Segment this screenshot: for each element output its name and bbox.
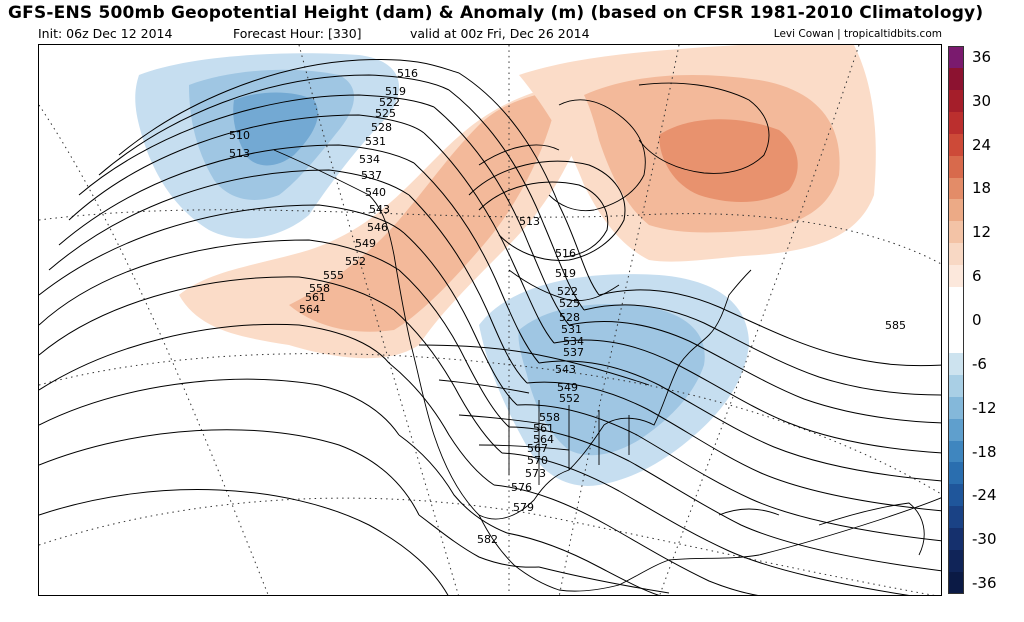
colorbar-label: 30	[972, 91, 992, 110]
colorbar-swatch	[948, 550, 964, 573]
contour-label: 582	[477, 533, 498, 546]
contour-label: 543	[555, 363, 576, 376]
contour-label: 552	[559, 392, 580, 405]
contour-label: 537	[563, 346, 584, 359]
credit-text: Levi Cowan | tropicaltidbits.com	[773, 28, 942, 40]
contour-label: 513	[519, 215, 540, 228]
contour-label: 552	[345, 255, 366, 268]
coastlines	[273, 82, 941, 592]
anomaly-colorbar: 36 30 24 18 12 6 0 -6 -12 -18 -24 -30 -36	[948, 46, 1024, 595]
init-time: Init: 06z Dec 12 2014	[38, 26, 173, 41]
subtitle-line: Init: 06z Dec 12 2014 Forecast Hour: [33…	[38, 26, 942, 42]
contour-label: 585	[885, 319, 906, 332]
colorbar-swatch	[948, 67, 964, 91]
colorbar-label: 0	[972, 311, 982, 329]
colorbar-swatch	[948, 46, 964, 69]
contour-label: 531	[365, 135, 386, 148]
colorbar-swatch	[948, 330, 964, 354]
weather-map: 510 513 516 519 522 525 528 531 534 537 …	[38, 44, 942, 596]
contour-label: 516	[555, 247, 576, 260]
contour-label: 528	[559, 311, 580, 324]
valid-time: valid at 00z Fri, Dec 26 2014	[410, 26, 590, 41]
contour-label: 525	[559, 297, 580, 310]
contour-label: 522	[379, 96, 400, 109]
contour-label: 540	[365, 186, 386, 199]
colorbar-label: -18	[972, 442, 997, 461]
colorbar-swatch	[948, 265, 964, 288]
forecast-hour: Forecast Hour: [330]	[233, 26, 362, 41]
contour-label: 579	[513, 501, 534, 514]
colorbar-swatch	[948, 528, 964, 551]
map-title: GFS-ENS 500mb Geopotential Height (dam) …	[8, 3, 984, 23]
contour-label: 564	[299, 303, 320, 316]
colorbar-label: 18	[972, 179, 992, 198]
contour-label: 576	[511, 481, 532, 494]
contour-label: 534	[359, 153, 380, 166]
colorbar-swatch	[948, 396, 964, 420]
colorbar-swatch	[948, 484, 964, 507]
warm-anomaly-greenland-core	[659, 119, 798, 202]
colorbar-swatch	[948, 462, 964, 485]
contour-label: 561	[305, 291, 326, 304]
colorbar-label: -36	[972, 574, 997, 593]
map-canvas: 510 513 516 519 522 525 528 531 534 537 …	[39, 45, 941, 595]
contour-label: 555	[323, 269, 344, 282]
colorbar-swatch	[948, 243, 964, 266]
colorbar-swatch	[948, 111, 964, 135]
contour-label: 558	[309, 282, 330, 295]
colorbar-swatch	[948, 352, 964, 376]
colorbar-swatch	[948, 199, 964, 222]
contour-label: 531	[561, 323, 582, 336]
contour-label: 513	[229, 147, 250, 160]
colorbar-swatch	[948, 155, 964, 178]
contour-label: 561	[533, 422, 554, 435]
contour-label: 567	[527, 442, 548, 455]
colorbar-label: 24	[972, 135, 992, 154]
height-contours	[39, 58, 941, 595]
graticule	[39, 45, 941, 595]
colorbar-label: -12	[972, 398, 997, 417]
contour-label: 573	[525, 467, 546, 480]
colorbar-label: 36	[972, 47, 992, 66]
colorbar-swatch	[948, 133, 964, 157]
contour-label: 543	[369, 203, 390, 216]
contour-label: 519	[385, 85, 406, 98]
colorbar-label: -6	[972, 354, 987, 373]
contour-label: 522	[557, 285, 578, 298]
colorbar-label: 6	[972, 267, 982, 286]
colorbar-swatch	[948, 418, 964, 442]
contour-label: 519	[555, 267, 576, 280]
anomaly-shading	[135, 45, 876, 486]
colorbar-label: 12	[972, 223, 992, 242]
colorbar-label: -24	[972, 486, 997, 505]
colorbar-swatch	[948, 89, 964, 113]
contour-label: 570	[527, 454, 548, 467]
colorbar-label: -30	[972, 530, 997, 549]
colorbar-swatch	[948, 287, 964, 310]
contour-label: 534	[563, 335, 584, 348]
contour-label: 546	[367, 221, 388, 234]
contour-label: 537	[361, 169, 382, 182]
contour-label: 510	[229, 129, 250, 142]
colorbar-swatch	[948, 221, 964, 244]
contour-label: 564	[533, 433, 554, 446]
colorbar-swatch	[948, 374, 964, 398]
contour-label: 516	[397, 67, 418, 80]
cool-anomaly-eastern-us-core	[518, 304, 705, 456]
colorbar-swatch	[948, 309, 964, 332]
colorbar-swatch	[948, 572, 964, 595]
contour-label: 549	[355, 237, 376, 250]
colorbar-swatch	[948, 506, 964, 529]
contour-labels: 510 513 516 519 522 525 528 531 534 537 …	[229, 67, 906, 546]
contour-label: 549	[557, 381, 578, 394]
contour-label: 558	[539, 411, 560, 424]
contour-label: 525	[375, 107, 396, 120]
contour-label: 528	[371, 121, 392, 134]
colorbar-swatch	[948, 440, 964, 463]
colorbar-swatch	[948, 177, 964, 200]
